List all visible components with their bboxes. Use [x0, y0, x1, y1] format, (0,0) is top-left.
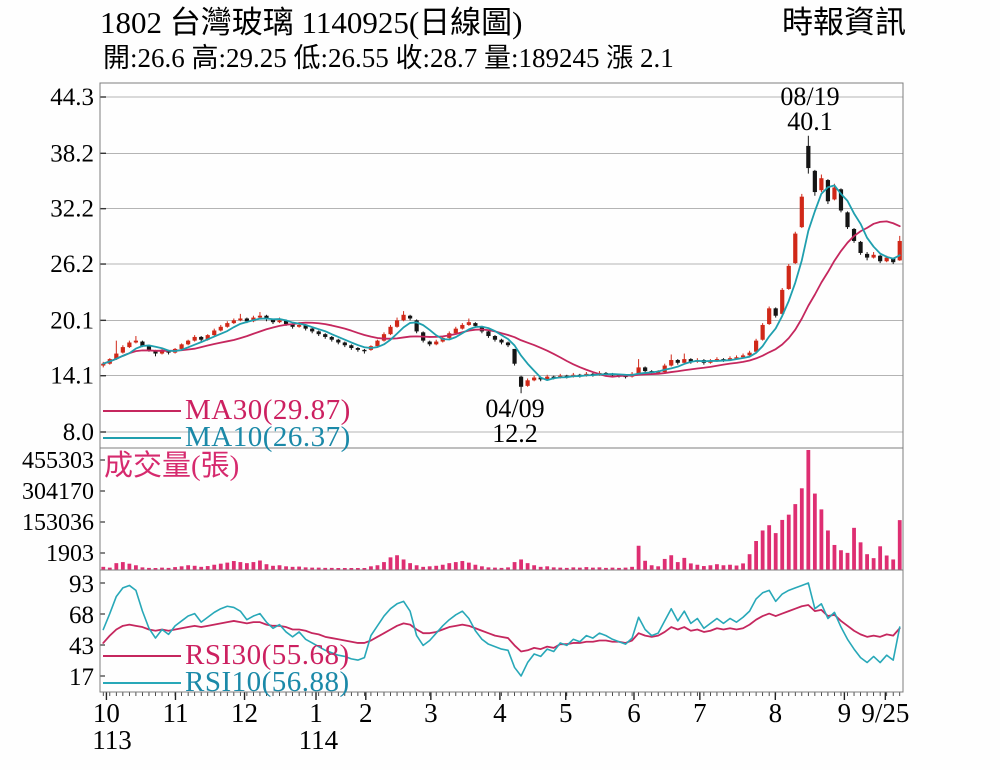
- rsi10-line-swatch: [103, 681, 181, 684]
- low-annotation: 04/09 12.2: [463, 394, 567, 448]
- page-title: 1802 台灣玻璃 1140925(日線圖): [100, 5, 523, 40]
- peak-date: 08/19: [780, 82, 840, 111]
- peak-value: 40.1: [787, 107, 833, 136]
- provider-label: 時報資訊: [782, 5, 906, 40]
- svg-text:68: 68: [69, 602, 94, 629]
- legend-ma30: MA30(29.87): [103, 396, 351, 425]
- svg-text:26.2: 26.2: [50, 251, 94, 278]
- quote-summary: 開:26.6 高:29.25 低:26.55 收:28.7 量:189245 漲…: [103, 43, 674, 73]
- rsi30-label: RSI30(55.68): [185, 639, 350, 671]
- svg-text:43: 43: [69, 633, 94, 660]
- ma10-line-swatch: [103, 436, 181, 439]
- svg-text:11: 11: [162, 698, 188, 728]
- svg-text:8.0: 8.0: [63, 419, 94, 446]
- svg-text:1903: 1903: [46, 541, 94, 567]
- svg-text:113: 113: [92, 725, 132, 755]
- volume-pane-title: 成交量(張): [104, 450, 240, 482]
- svg-text:114: 114: [299, 725, 339, 755]
- svg-text:32.2: 32.2: [50, 196, 94, 223]
- rsi30-line-swatch: [103, 654, 181, 657]
- svg-text:20.1: 20.1: [50, 307, 94, 334]
- low-value: 12.2: [492, 419, 538, 448]
- rsi-pane-lines: [102, 582, 901, 677]
- svg-text:93: 93: [69, 571, 94, 598]
- ma10-label: MA10(26.37): [185, 421, 351, 453]
- svg-text:7: 7: [693, 698, 707, 728]
- svg-text:17: 17: [69, 664, 94, 691]
- svg-text:12: 12: [231, 698, 258, 728]
- low-date: 04/09: [485, 394, 545, 423]
- ma30-line-swatch: [103, 409, 181, 412]
- svg-text:304170: 304170: [22, 479, 94, 505]
- svg-text:9/25: 9/25: [861, 698, 909, 728]
- svg-text:38.2: 38.2: [50, 140, 94, 167]
- svg-text:455303: 455303: [22, 448, 94, 474]
- svg-text:10: 10: [93, 698, 120, 728]
- svg-text:44.3: 44.3: [50, 84, 94, 111]
- svg-text:5: 5: [559, 698, 573, 728]
- legend-ma10: MA10(26.37): [103, 423, 351, 452]
- svg-text:9: 9: [838, 698, 852, 728]
- svg-text:153036: 153036: [22, 510, 94, 536]
- header-row: 1802 台灣玻璃 1140925(日線圖) 時報資訊: [100, 6, 906, 40]
- legend-rsi30: RSI30(55.68): [103, 641, 350, 670]
- svg-text:2: 2: [359, 698, 373, 728]
- svg-text:8: 8: [769, 698, 783, 728]
- price-pane-candles: [101, 135, 902, 394]
- svg-text:1: 1: [309, 698, 323, 728]
- svg-text:3: 3: [424, 698, 438, 728]
- svg-text:14.1: 14.1: [50, 363, 94, 390]
- gridlines: [100, 96, 903, 433]
- ma30-label: MA30(29.87): [185, 394, 351, 426]
- svg-text:4: 4: [493, 698, 507, 728]
- peak-annotation: 08/19 40.1: [758, 82, 862, 136]
- legend-rsi10: RSI10(56.88): [103, 668, 350, 697]
- volume-pane-bars: [101, 450, 902, 570]
- rsi10-label: RSI10(56.88): [185, 666, 350, 698]
- svg-text:6: 6: [627, 698, 641, 728]
